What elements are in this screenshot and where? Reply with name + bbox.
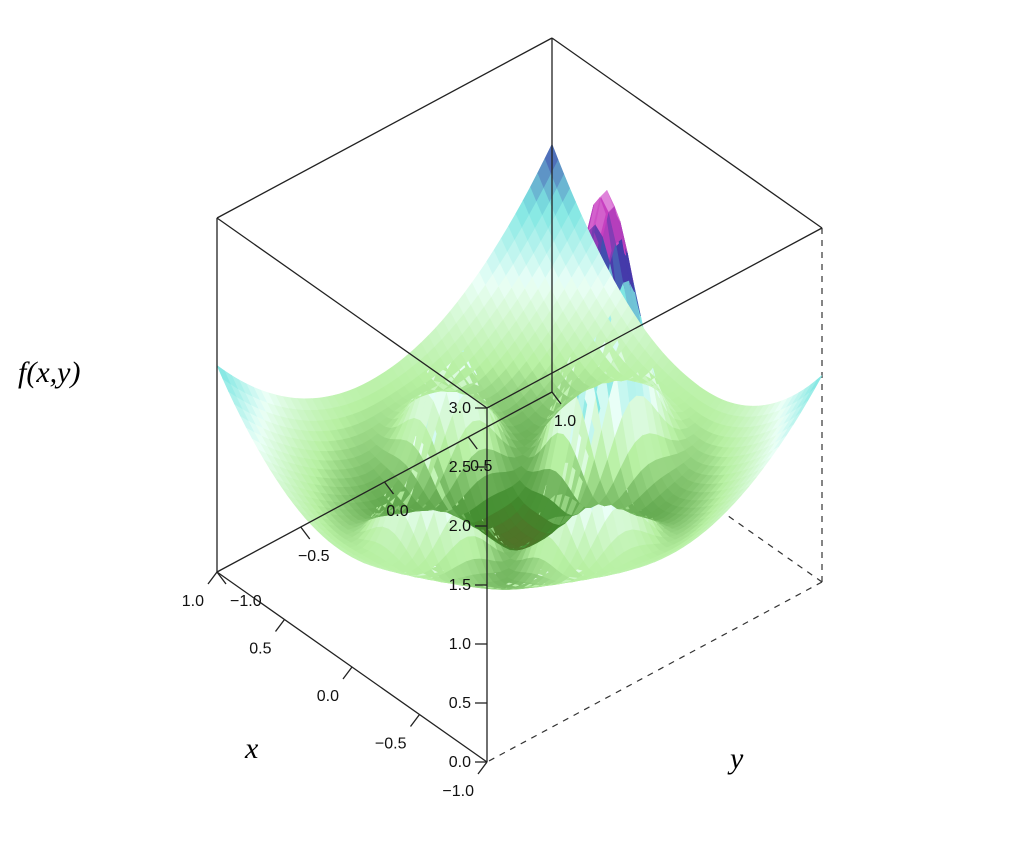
x-tick — [342, 666, 353, 680]
hidden-box-edges — [486, 228, 823, 763]
surface-patch — [216, 364, 231, 385]
x-tick-label: −1.0 — [442, 783, 474, 800]
z-tick-label: 2.0 — [449, 518, 471, 535]
y-tick-label: 1.0 — [554, 413, 576, 430]
y-tick-label: 0.0 — [386, 503, 408, 520]
x-tick — [409, 714, 421, 727]
x-tick-label: 0.5 — [249, 641, 271, 658]
z-tick-label: 3.0 — [449, 400, 471, 417]
z-tick-label: 0.5 — [449, 695, 471, 712]
y-tick — [300, 526, 311, 540]
y-tick-label: −0.5 — [298, 548, 330, 565]
x-axis-label: x — [244, 732, 259, 765]
x-tick-label: 0.0 — [317, 688, 339, 705]
y-axis-ticks: −1.0 −0.5 0.0 0.5 1.0 — [216, 391, 576, 610]
box-edge-f3-l3 — [216, 217, 488, 409]
y-tick — [216, 571, 227, 585]
x-axis-ticks: −1.0 −0.5 0.0 0.5 1.0 — [182, 571, 488, 800]
y-axis-label: y — [727, 742, 744, 775]
hidden-edge-2 — [486, 581, 823, 763]
z-axis-ticks: 0.0 0.5 1.0 1.5 2.0 2.5 3.0 — [449, 400, 487, 771]
x-tick-label: −0.5 — [375, 736, 407, 753]
box-edge-l3-b3 — [486, 227, 823, 409]
box-edge-r3-b3 — [551, 37, 823, 229]
y-tick-label: 0.5 — [470, 458, 492, 475]
y-tick — [467, 436, 478, 450]
z-tick-label: 1.5 — [449, 577, 471, 594]
z-tick-label: 1.0 — [449, 636, 471, 653]
y-tick — [551, 391, 562, 405]
box-edge-f3-r3 — [216, 37, 553, 219]
z-tick-label: 2.5 — [449, 459, 471, 476]
z-axis-label: f(x,y) — [18, 356, 80, 389]
x-tick — [477, 761, 488, 775]
y-tick-label: −1.0 — [230, 593, 262, 610]
surface-mesh — [216, 143, 823, 590]
y-tick — [383, 481, 395, 495]
x-tick — [274, 619, 286, 632]
x-tick — [207, 571, 218, 585]
z-tick-label: 0.0 — [449, 754, 471, 771]
x-tick-label: 1.0 — [182, 593, 204, 610]
